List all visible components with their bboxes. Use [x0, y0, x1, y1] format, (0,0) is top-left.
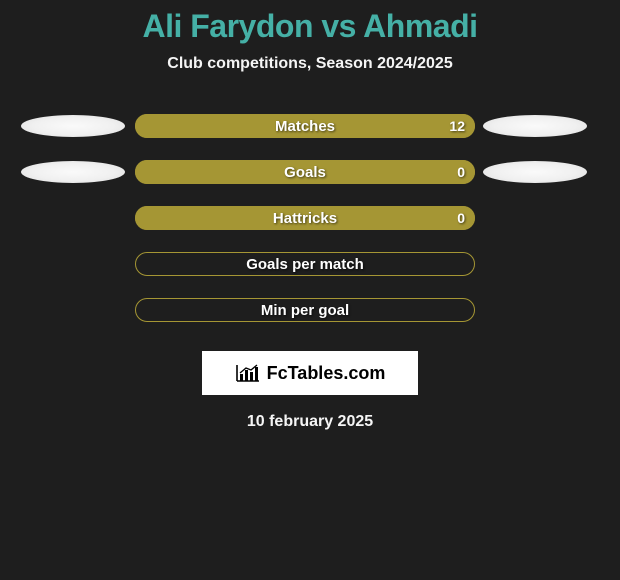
- stat-row: Matches12: [15, 103, 605, 149]
- bar-chart-icon: [235, 363, 261, 383]
- player-right-marker: [483, 115, 587, 137]
- stat-bar: Min per goal: [135, 298, 475, 322]
- stat-row: Goals per match: [15, 241, 605, 287]
- player-left-marker: [21, 161, 125, 183]
- date-text: 10 february 2025: [247, 413, 373, 431]
- logo-text: FcTables.com: [267, 363, 386, 384]
- stat-bar: Hattricks0: [135, 206, 475, 230]
- page-title: Ali Farydon vs Ahmadi: [142, 8, 477, 45]
- stat-rows: Matches12 Goals0 Hattricks0 Goals per match…: [15, 103, 605, 333]
- stat-row: Goals0: [15, 149, 605, 195]
- stat-bar: Matches12: [135, 114, 475, 138]
- page-subtitle: Club competitions, Season 2024/2025: [167, 55, 452, 73]
- comparison-card: Ali Farydon vs Ahmadi Club competitions,…: [0, 0, 620, 431]
- stat-bar: Goals0: [135, 160, 475, 184]
- stat-row: Hattricks0: [15, 195, 605, 241]
- logo-box[interactable]: FcTables.com: [202, 351, 418, 395]
- player-left-marker: [21, 115, 125, 137]
- player-right-marker: [483, 161, 587, 183]
- stat-row: Min per goal: [15, 287, 605, 333]
- stat-bar: Goals per match: [135, 252, 475, 276]
